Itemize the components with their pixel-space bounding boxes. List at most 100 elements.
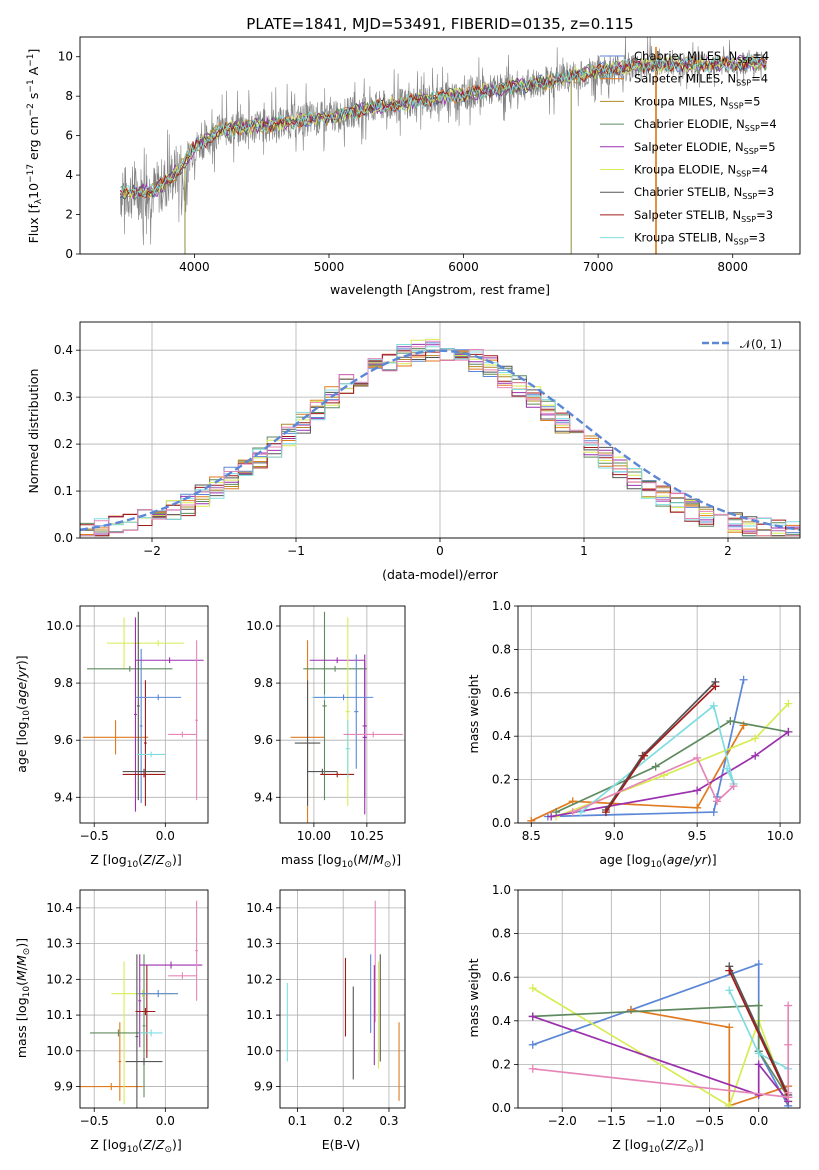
plot-area xyxy=(527,675,793,823)
plot-area xyxy=(120,37,767,254)
legend-label: Salpeter ELODIE, NSSP=5 xyxy=(634,140,776,156)
y-tick-label: 8 xyxy=(65,89,73,103)
data-point-marker xyxy=(784,727,793,736)
panel4-xlabel: mass [log10(M/M⊙)] xyxy=(281,852,401,870)
x-tick-label: −1.0 xyxy=(646,1114,675,1128)
legend-label: Salpeter STELIB, NSSP=3 xyxy=(634,208,773,224)
x-tick-label: 6000 xyxy=(448,260,479,274)
legend-label: Kroupa STELIB, NSSP=3 xyxy=(634,231,765,247)
data-point-marker xyxy=(693,786,702,795)
y-tick-label: 0.6 xyxy=(492,970,511,984)
x-tick-label: 0.0 xyxy=(156,829,175,843)
x-tick-label: 0.0 xyxy=(156,1114,175,1128)
panel7-xlabel: E(B-V) xyxy=(322,1137,361,1152)
data-point-marker xyxy=(528,1012,537,1021)
x-tick-label: 9.0 xyxy=(605,829,624,843)
panel6-ylabel: mass [log10(M/M⊙)] xyxy=(14,938,32,1058)
y-tick-label: 9.6 xyxy=(254,733,273,747)
y-tick-label: 9.8 xyxy=(254,676,273,690)
y-tick-label: 9.4 xyxy=(254,790,273,804)
normal-curve xyxy=(80,349,800,531)
legend-label: Chabrier MILES, NSSP=4 xyxy=(634,49,769,65)
series-line-chabrier-miles xyxy=(547,679,745,818)
spectrum-ylabel: Flux [fλ10−17 erg cm−2 s−1 A−1] xyxy=(26,49,44,244)
series-line-salpeter-miles xyxy=(530,724,745,822)
legend-label: Chabrier ELODIE, NSSP=4 xyxy=(634,117,777,133)
y-tick-label: 0.2 xyxy=(54,437,73,451)
x-tick-label: 4000 xyxy=(179,260,210,274)
data-point-marker xyxy=(784,1001,793,1010)
series-line-chabrier-stelib xyxy=(728,965,789,1096)
panel8-ylabel: mass weight xyxy=(466,958,481,1037)
x-tick-label: 0.2 xyxy=(334,1114,353,1128)
panel3-xlabel: Z [log10(Z/Z⊙)] xyxy=(90,852,182,870)
panel5-ylabel: mass weight xyxy=(466,674,481,753)
panel-Z_vs_mass: −0.5 0.0 9.9 10.0 10.1 10.2 10.3 10.4 xyxy=(46,889,209,1128)
y-tick-label: 0.0 xyxy=(492,816,511,830)
legend-label: Salpeter MILES, NSSP=4 xyxy=(634,72,768,88)
x-tick-label: −1 xyxy=(287,544,305,558)
x-tick-label: 7000 xyxy=(583,260,614,274)
panel-mass_vs_age: 10.00 10.25 9.4 9.6 9.8 10.0 xyxy=(246,605,406,843)
hist-ylabel: Normed distribution xyxy=(26,369,41,494)
data-point-marker xyxy=(601,808,610,817)
y-tick-label: 10.1 xyxy=(46,1008,73,1022)
x-tick-label: −0.5 xyxy=(80,1114,109,1128)
y-tick-label: 0.0 xyxy=(492,1101,511,1115)
plot-area xyxy=(290,611,403,823)
plot-area xyxy=(286,900,400,1101)
series-line-chabrier-elodie xyxy=(555,720,789,813)
x-tick-label: 10.25 xyxy=(350,829,384,843)
data-point-marker xyxy=(725,966,734,975)
data-point-marker xyxy=(568,808,577,817)
x-tick-label: 1 xyxy=(580,544,588,558)
data-point-marker xyxy=(739,675,748,684)
data-point-marker xyxy=(528,1040,537,1049)
data-point-marker xyxy=(754,1001,763,1010)
data-point-marker xyxy=(723,764,732,773)
axes-frame xyxy=(517,605,801,824)
y-tick-label: 4 xyxy=(65,168,73,182)
y-tick-label: 6 xyxy=(65,129,73,143)
y-tick-label: 10.2 xyxy=(246,972,273,986)
y-tick-label: 0 xyxy=(65,247,73,261)
legend-label: Kroupa ELODIE, NSSP=4 xyxy=(634,163,768,179)
model-line-salpeter-stelib xyxy=(120,55,767,199)
y-tick-label: 0.8 xyxy=(492,927,511,941)
legend-label-normal: 𝒩(0, 1) xyxy=(740,337,782,351)
y-tick-label: 1.0 xyxy=(492,883,511,897)
x-tick-label: −0.5 xyxy=(695,1114,724,1128)
y-tick-label: 9.4 xyxy=(54,790,73,804)
series-line-pink xyxy=(532,1067,789,1098)
y-tick-label: 0.0 xyxy=(54,531,73,545)
axes-frame xyxy=(517,889,801,1109)
y-tick-label: 0.6 xyxy=(492,686,511,700)
data-point-marker xyxy=(547,812,556,821)
series-line-kroupa-stelib xyxy=(580,704,735,813)
data-point-marker xyxy=(651,762,660,771)
plot-area xyxy=(82,611,204,812)
data-point-marker xyxy=(626,1005,635,1014)
axes-frame xyxy=(279,889,406,1109)
data-point-marker xyxy=(640,751,649,760)
x-tick-label: 0 xyxy=(436,544,444,558)
x-tick-label: −1.5 xyxy=(597,1114,626,1128)
x-tick-label: −2.0 xyxy=(548,1114,577,1128)
x-tick-label: 5000 xyxy=(314,260,345,274)
x-tick-label: 0.1 xyxy=(288,1114,307,1128)
panel8-xlabel: Z [log10(Z/Z⊙)] xyxy=(612,1137,704,1155)
y-tick-label: 0.3 xyxy=(54,390,73,404)
y-tick-label: 0.4 xyxy=(492,729,511,743)
data-point-marker xyxy=(709,701,718,710)
data-point-marker xyxy=(784,1040,793,1049)
plot-area xyxy=(80,900,203,1108)
x-tick-label: 8000 xyxy=(717,260,748,274)
y-tick-label: 10.1 xyxy=(246,1008,273,1022)
y-tick-label: 0.1 xyxy=(54,484,73,498)
x-tick-label: 8.5 xyxy=(522,829,541,843)
data-point-marker xyxy=(784,699,793,708)
y-tick-label: 9.8 xyxy=(54,676,73,690)
data-point-marker xyxy=(693,753,702,762)
